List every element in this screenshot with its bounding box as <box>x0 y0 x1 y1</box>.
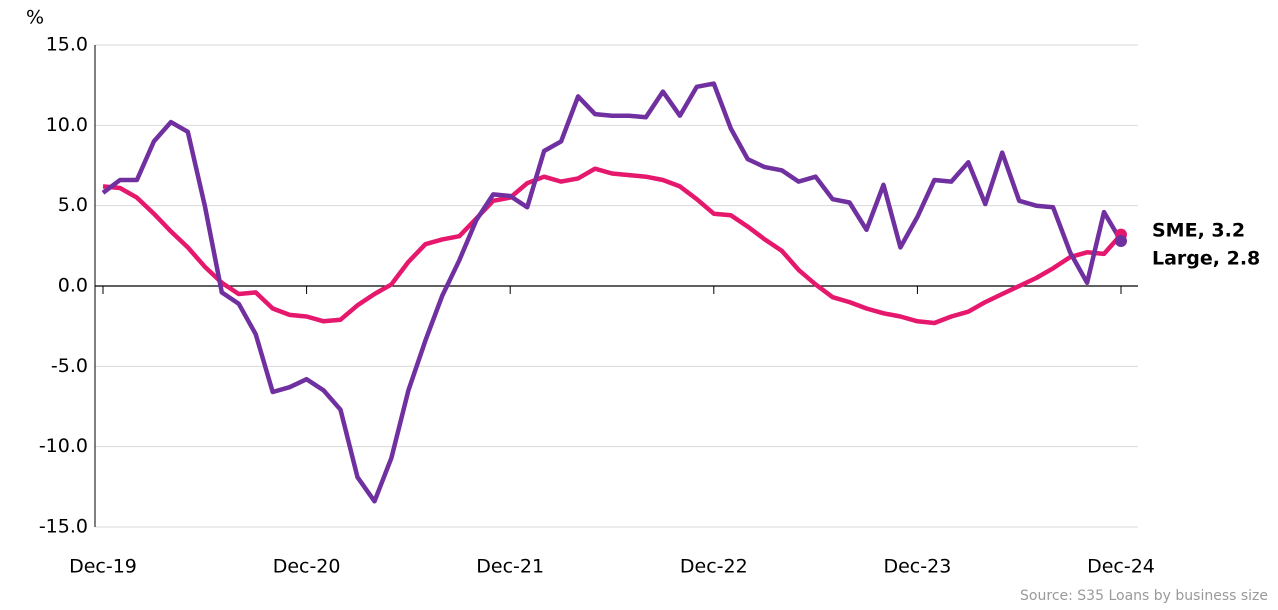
y-tick-label: 15.0 <box>46 34 88 56</box>
line-series <box>102 166 1123 326</box>
x-tick-label: Dec-23 <box>883 556 951 578</box>
y-tick-label: 0.0 <box>58 275 88 297</box>
x-tick-label: Dec-22 <box>680 556 748 578</box>
y-tick-label: -10.0 <box>39 435 88 457</box>
x-tick-label: Dec-19 <box>69 556 137 578</box>
y-unit: % <box>26 7 44 29</box>
end-label: Large, 2.8 <box>1152 248 1260 270</box>
y-tick-label: -15.0 <box>39 516 88 538</box>
end-point <box>1115 235 1127 248</box>
x-tick-label: Dec-21 <box>476 556 544 578</box>
x-tick-label: Dec-24 <box>1087 556 1155 578</box>
x-tick-label: Dec-20 <box>273 556 341 578</box>
y-tick-label: 10.0 <box>46 114 88 136</box>
line-series <box>101 81 1123 504</box>
source: Source: S35 Loans by business size <box>1020 588 1268 604</box>
end-label: SME, 3.2 <box>1152 220 1245 242</box>
y-tick-label: -5.0 <box>51 355 88 377</box>
y-tick-label: 5.0 <box>58 194 88 216</box>
